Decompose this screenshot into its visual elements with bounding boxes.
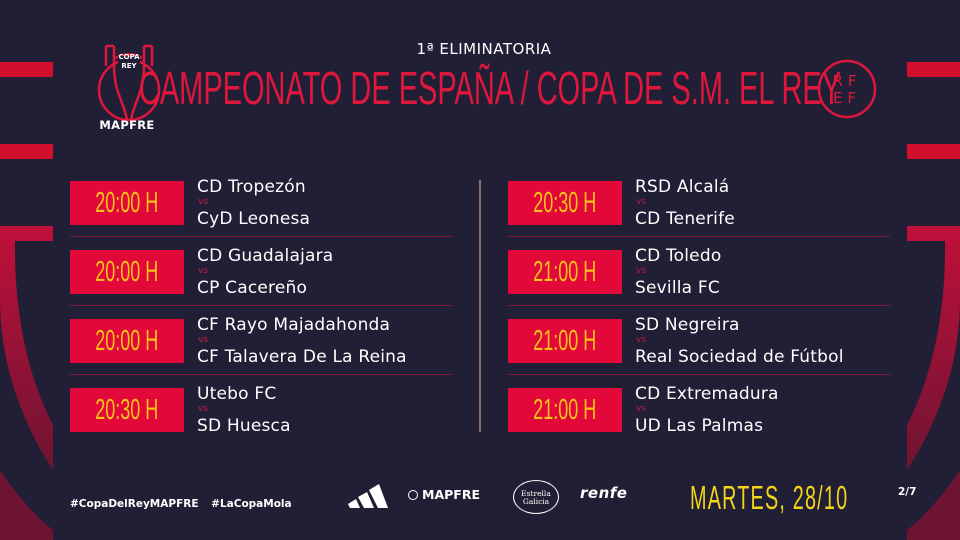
trophy-icon [97, 44, 161, 122]
home-team: RSD Alcalá [635, 177, 730, 197]
page-counter: 2/7 [898, 486, 917, 498]
hashtags: #CopaDelReyMAPFRE #LaCopaMola [70, 498, 301, 510]
kickoff-time-badge: 20:00 H [70, 250, 184, 294]
kickoff-time: 20:00 H [95, 324, 159, 357]
match-row: 20:30 H Utebo FC vs SD Huesca [70, 379, 452, 448]
match-row: 20:00 H CF Rayo Majadahonda vs CF Talave… [70, 310, 452, 379]
away-team: UD Las Palmas [635, 416, 764, 436]
row-separator [70, 305, 452, 306]
kickoff-time: 21:00 H [533, 393, 597, 426]
home-team: CF Rayo Majadahonda [197, 315, 391, 335]
away-team: Sevilla FC [635, 278, 720, 298]
kickoff-time: 20:00 H [95, 255, 159, 288]
cup-logo-top-text: COPA [118, 53, 140, 61]
match-date: MARTES, 28/10 [690, 479, 849, 516]
column-divider [479, 180, 481, 432]
match-row: 20:00 H CD Guadalajara vs CP Cacereño [70, 241, 452, 310]
mapfre-sponsor-name: MAPFRE [422, 487, 480, 502]
decor-bar-left-top [0, 62, 53, 77]
home-team: Utebo FC [197, 384, 277, 404]
rfef-row2: EF [833, 89, 861, 107]
kickoff-time: 20:30 H [95, 393, 159, 426]
cup-logo-sponsor: MAPFRE [99, 118, 155, 132]
away-team: CP Cacereño [197, 278, 308, 298]
kickoff-time: 20:00 H [95, 186, 159, 219]
kickoff-time: 21:00 H [533, 255, 597, 288]
vs-label: vs [636, 197, 647, 207]
vs-label: vs [636, 335, 647, 345]
row-separator [70, 236, 452, 237]
estrella-line2: Galicia [522, 497, 550, 506]
kickoff-time-badge: 21:00 H [508, 319, 622, 363]
rfef-row1: RF [832, 72, 861, 90]
renfe-sponsor-name: renfe [580, 484, 628, 502]
decor-cup-outline-right [907, 226, 960, 540]
match-row: 20:00 H CD Tropezón vs CyD Leonesa [70, 172, 452, 241]
mapfre-mark-icon [408, 489, 418, 500]
cup-logo-text: COPA REY [116, 53, 142, 71]
home-team: SD Negreira [635, 315, 740, 335]
matches-right-column: 20:30 H RSD Alcalá vs CD Tenerife 21:00 … [508, 172, 890, 448]
match-teams: CD Tropezón vs CyD Leonesa [197, 177, 310, 229]
vs-label: vs [198, 266, 209, 276]
cup-logo-bottom-text: REY [121, 62, 137, 70]
kickoff-time: 20:30 H [533, 186, 597, 219]
kickoff-time-badge: 20:00 H [70, 181, 184, 225]
vs-label: vs [636, 266, 647, 276]
away-team: Real Sociedad de Fútbol [635, 347, 844, 367]
main-title-container: CAMPEONATO DE ESPAÑA / COPA DE S.M. EL R… [0, 62, 960, 122]
match-teams: CD Guadalajara vs CP Cacereño [197, 246, 333, 298]
match-row: 21:00 H SD Negreira vs Real Sociedad de … [508, 310, 890, 379]
kickoff-time-badge: 21:00 H [508, 250, 622, 294]
matches-left-column: 20:00 H CD Tropezón vs CyD Leonesa 20:00… [70, 172, 452, 448]
kickoff-time: 21:00 H [533, 324, 597, 357]
kickoff-time-badge: 20:30 H [508, 181, 622, 225]
kickoff-time-badge: 20:30 H [70, 388, 184, 432]
away-team: CyD Leonesa [197, 209, 311, 229]
match-teams: CD Toledo vs Sevilla FC [635, 246, 721, 298]
mapfre-logo-icon: MAPFRE [408, 487, 480, 502]
row-separator [508, 305, 890, 306]
decor-bar-left-middle [0, 144, 53, 159]
estrella-galicia-logo-icon: Estrella Galicia [513, 480, 559, 514]
match-teams: CF Rayo Majadahonda vs CF Talavera De La… [197, 315, 407, 367]
home-team: CD Tropezón [197, 177, 306, 197]
kickoff-time-badge: 20:00 H [70, 319, 184, 363]
vs-label: vs [636, 404, 647, 414]
rfef-crest-icon: RF EF [817, 59, 877, 119]
match-row: 21:00 H CD Extremadura vs UD Las Palmas [508, 379, 890, 448]
match-teams: CD Extremadura vs UD Las Palmas [635, 384, 779, 436]
home-team: CD Guadalajara [197, 246, 334, 266]
adidas-logo-icon [348, 484, 388, 508]
match-date-container: MARTES, 28/10 [690, 478, 954, 518]
kickoff-time-badge: 21:00 H [508, 388, 622, 432]
away-team: CF Talavera De La Reina [197, 347, 407, 367]
vs-label: vs [198, 197, 209, 207]
hashtag: #CopaDelReyMAPFRE [70, 498, 199, 510]
decor-bar-right-top [907, 62, 960, 77]
row-separator [508, 236, 890, 237]
decor-cup-outline-left [0, 226, 53, 540]
round-label: 1ª ELIMINATORIA [416, 40, 552, 58]
away-team: CD Tenerife [635, 209, 735, 229]
match-teams: RSD Alcalá vs CD Tenerife [635, 177, 735, 229]
renfe-logo-icon: renfe [580, 484, 627, 502]
main-title: CAMPEONATO DE ESPAÑA / COPA DE S.M. EL R… [138, 62, 842, 114]
vs-label: vs [198, 335, 209, 345]
match-teams: SD Negreira vs Real Sociedad de Fútbol [635, 315, 844, 367]
match-row: 20:30 H RSD Alcalá vs CD Tenerife [508, 172, 890, 241]
row-separator [70, 374, 452, 375]
match-teams: Utebo FC vs SD Huesca [197, 384, 291, 436]
away-team: SD Huesca [197, 416, 291, 436]
hashtag: #LaCopaMola [211, 498, 292, 510]
home-team: CD Toledo [635, 246, 722, 266]
row-separator [508, 374, 890, 375]
decor-bar-right-middle [907, 144, 960, 159]
home-team: CD Extremadura [635, 384, 779, 404]
vs-label: vs [198, 404, 209, 414]
estrella-line1: Estrella [521, 489, 551, 498]
match-row: 21:00 H CD Toledo vs Sevilla FC [508, 241, 890, 310]
